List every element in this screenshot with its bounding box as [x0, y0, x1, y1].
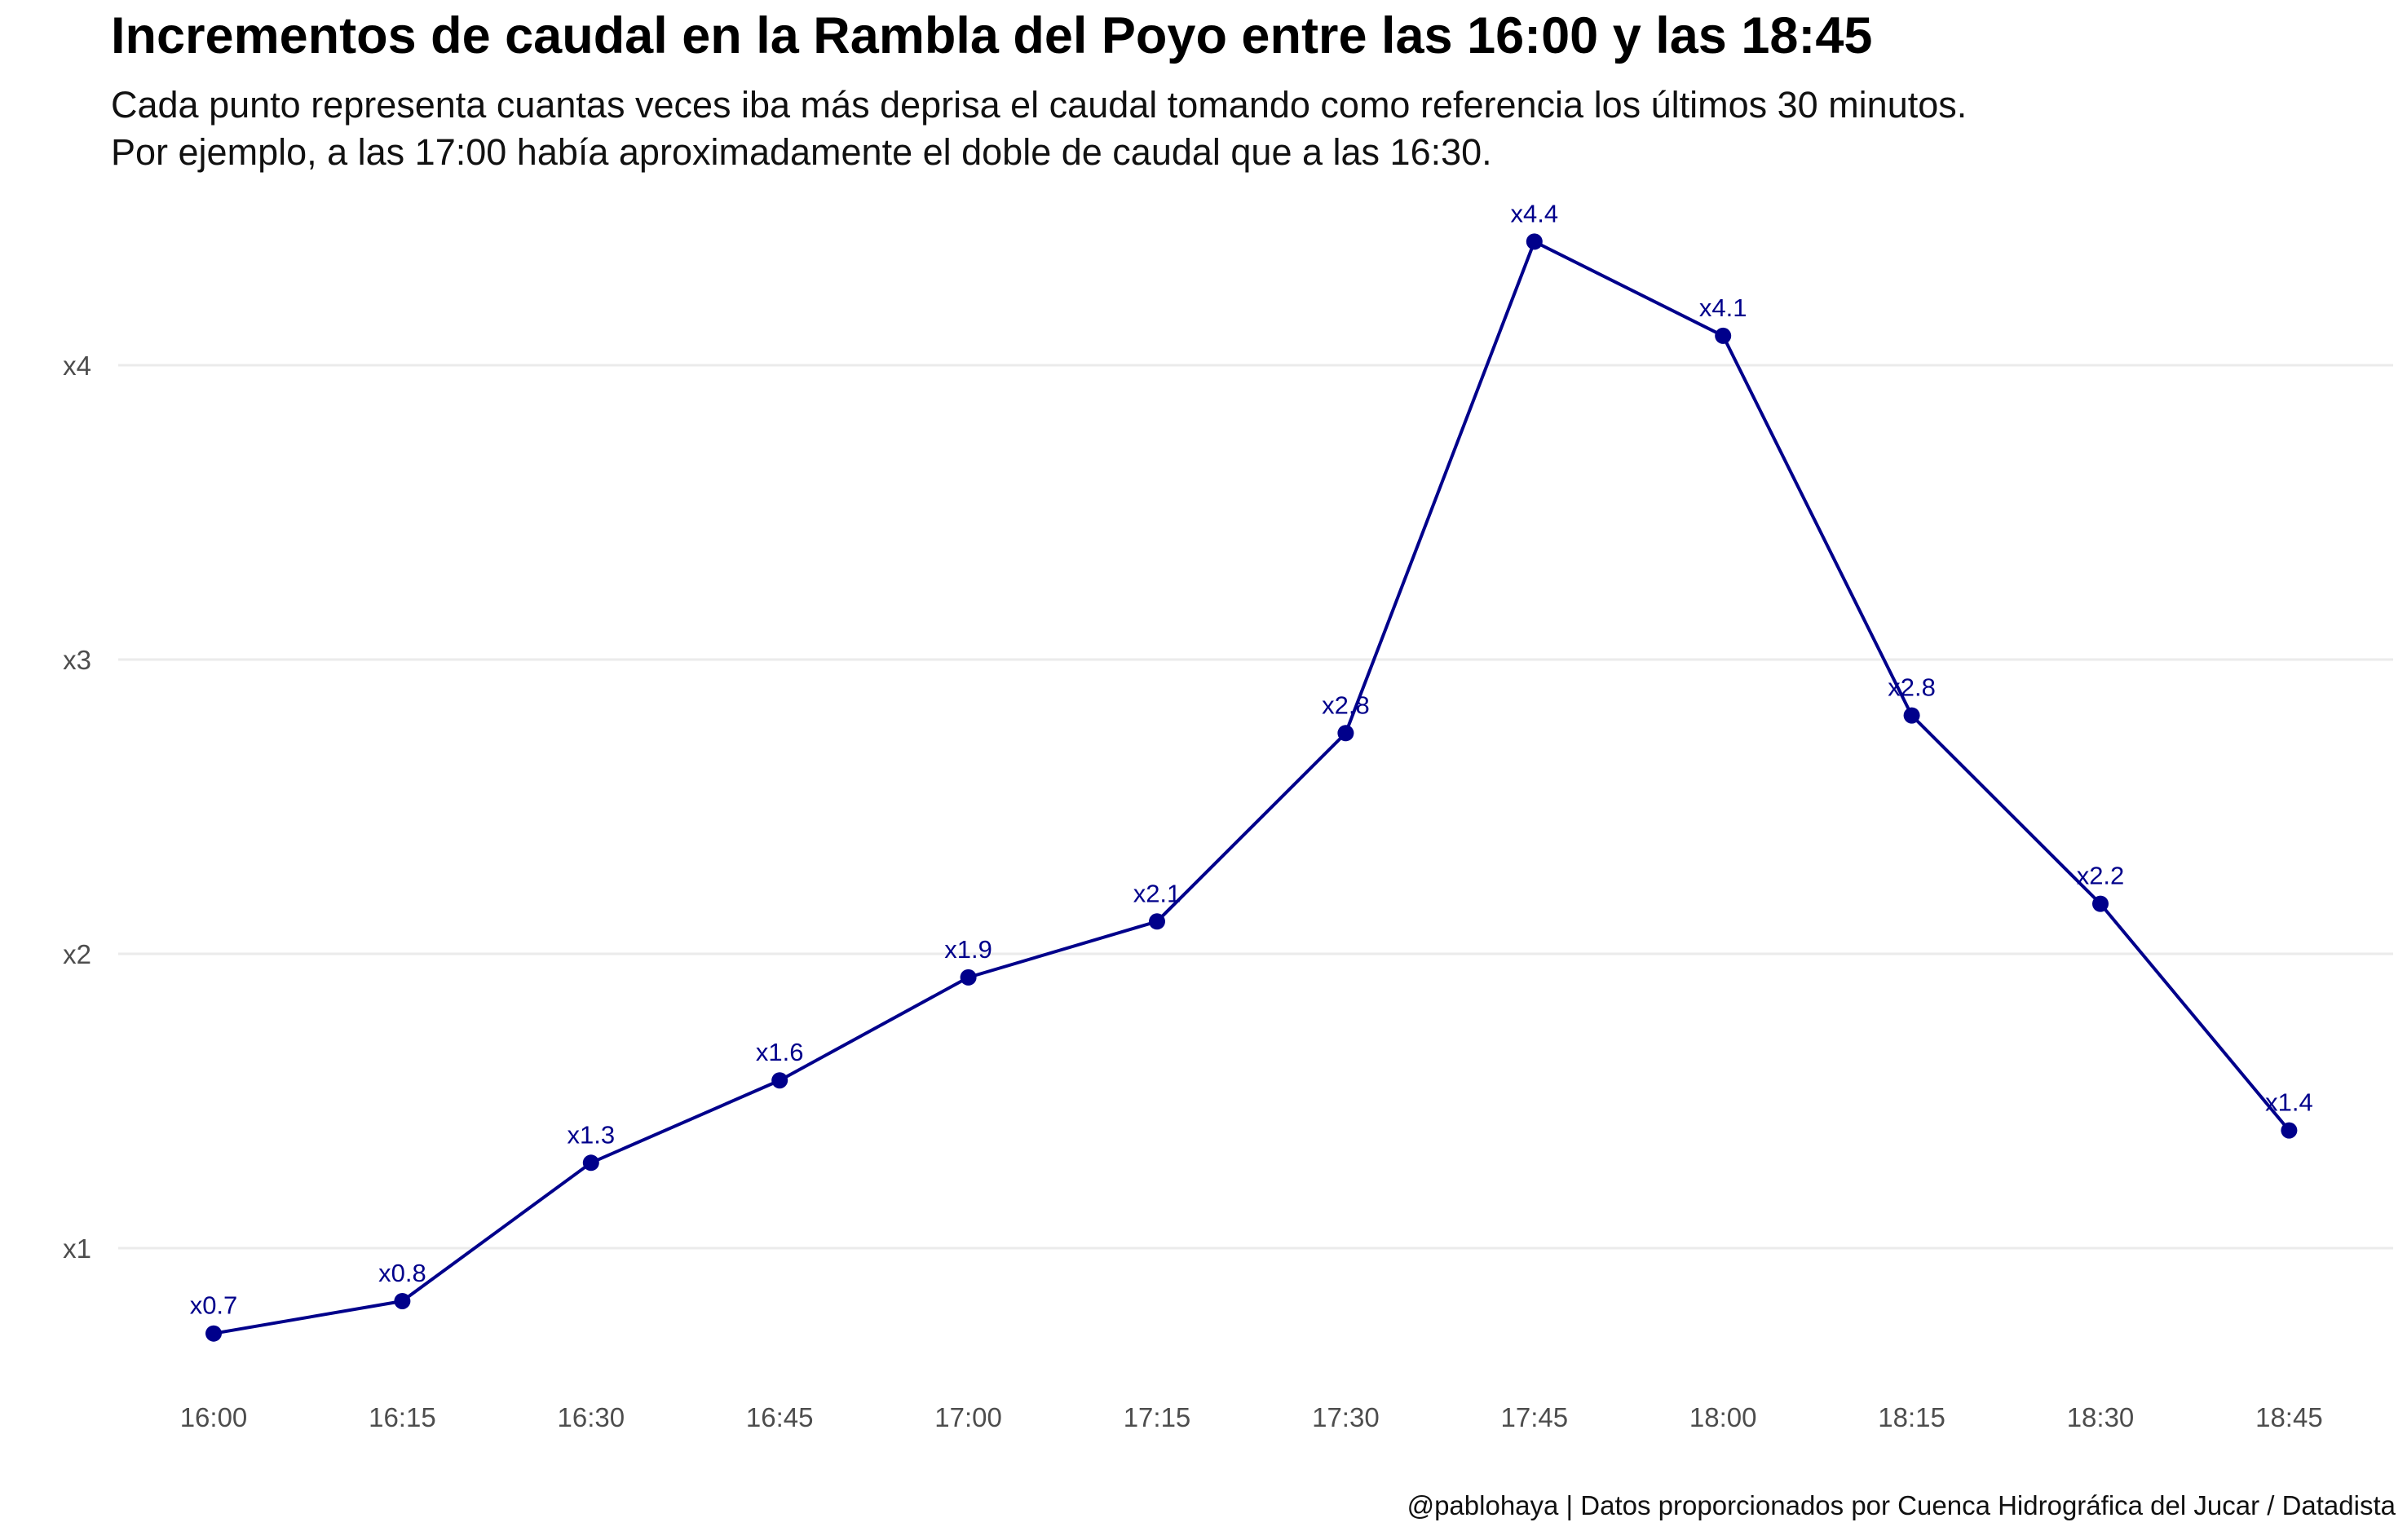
data-label: x1.9	[944, 935, 992, 964]
data-point	[582, 1154, 599, 1172]
x-tick-label: 18:15	[1878, 1402, 1945, 1432]
y-axis-ticks: x1 x2 x3 x4	[63, 351, 91, 1264]
y-tick-label: x3	[63, 645, 91, 675]
data-label: x1.3	[567, 1120, 615, 1149]
data-label: x0.8	[378, 1259, 426, 1287]
x-tick-label: 16:30	[558, 1402, 625, 1432]
data-point	[1526, 233, 1543, 250]
x-tick-label: 16:45	[746, 1402, 814, 1432]
data-label: x2.2	[2077, 862, 2125, 890]
series-group: x0.7 x0.8 x1.3 x1.6 x1.9 x2.1 x2.8 x4.4 x4.1 x2.8…	[190, 199, 2313, 1342]
y-tick-label: x1	[63, 1233, 91, 1264]
x-tick-label: 17:00	[934, 1402, 1002, 1432]
data-point	[960, 969, 977, 986]
data-label: x0.7	[190, 1291, 238, 1320]
subtitle-line-2: Por ejemplo, a las 17:00 había aproximad…	[111, 131, 1492, 173]
data-point	[1337, 725, 1354, 742]
data-label: x2.8	[1888, 673, 1936, 702]
data-point	[2281, 1122, 2298, 1139]
chart-title: Incrementos de caudal en la Rambla del P…	[111, 7, 1873, 64]
data-label: x1.6	[756, 1038, 804, 1066]
data-label: x2.1	[1133, 879, 1181, 907]
x-tick-label: 18:30	[2067, 1402, 2135, 1432]
data-label: x1.4	[2265, 1088, 2313, 1117]
x-tick-label: 16:15	[369, 1402, 436, 1432]
chart-caption: @pablohaya | Datos proporcionados por Cu…	[1407, 1490, 2396, 1520]
series-line	[213, 240, 2290, 1335]
y-tick-label: x2	[63, 939, 91, 969]
data-point	[1903, 707, 1920, 724]
x-tick-label: 18:00	[1689, 1402, 1757, 1432]
data-label: x4.4	[1510, 199, 1558, 227]
data-label: x4.1	[1699, 293, 1747, 322]
x-tick-label: 17:15	[1124, 1402, 1191, 1432]
y-tick-label: x4	[63, 351, 91, 381]
data-point	[771, 1072, 788, 1089]
x-axis-ticks: 16:00 16:15 16:30 16:45 17:00 17:15 17:30 17:45…	[180, 1402, 2323, 1432]
x-tick-label: 16:00	[180, 1402, 248, 1432]
subtitle-line-1: Cada punto representa cuantas veces iba …	[111, 84, 1968, 126]
x-tick-label: 17:45	[1501, 1402, 1569, 1432]
data-point	[1149, 913, 1165, 930]
data-point	[1715, 327, 1732, 344]
x-tick-label: 18:45	[2255, 1402, 2323, 1432]
data-point	[394, 1292, 411, 1309]
x-tick-label: 17:30	[1312, 1402, 1380, 1432]
gridlines	[118, 364, 2393, 1250]
chart-subtitle: Cada punto representa cuantas veces iba …	[111, 82, 1967, 176]
data-point	[205, 1325, 222, 1342]
data-label: x2.8	[1322, 691, 1370, 719]
data-point	[2092, 895, 2109, 912]
